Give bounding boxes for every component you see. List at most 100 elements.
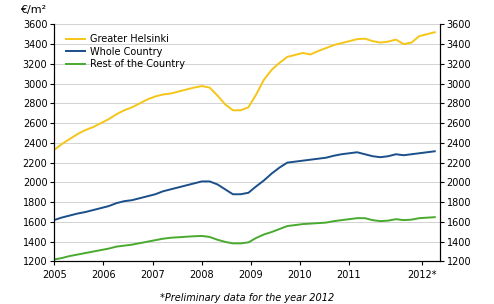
Whole Country [121, 199, 127, 203]
Rest of the Country [82, 251, 88, 255]
Whole Country [160, 189, 166, 193]
Rest of the Country [277, 227, 283, 231]
Rest of the Country [323, 221, 329, 224]
Whole Country [206, 180, 212, 183]
Greater Helsinki [145, 98, 151, 101]
Greater Helsinki [370, 39, 375, 43]
Rest of the Country [206, 235, 212, 239]
Rest of the Country [51, 257, 57, 261]
Greater Helsinki [362, 37, 368, 40]
Whole Country [67, 214, 73, 217]
Rest of the Country [246, 240, 251, 244]
Whole Country [253, 185, 259, 188]
Whole Country [82, 210, 88, 214]
Greater Helsinki [160, 93, 166, 96]
Greater Helsinki [338, 41, 344, 45]
Whole Country [416, 151, 422, 155]
Rest of the Country [59, 256, 65, 260]
Rest of the Country [214, 238, 220, 241]
Greater Helsinki [424, 32, 430, 36]
Whole Country [323, 156, 329, 160]
Greater Helsinki [246, 105, 251, 109]
Greater Helsinki [121, 109, 127, 112]
Greater Helsinki [206, 86, 212, 89]
Whole Country [331, 154, 337, 157]
Greater Helsinki [346, 39, 352, 43]
Whole Country [191, 181, 197, 185]
Whole Country [300, 159, 306, 162]
Whole Country [175, 185, 181, 189]
Rest of the Country [416, 216, 422, 220]
Rest of the Country [269, 230, 275, 234]
Whole Country [269, 172, 275, 175]
Whole Country [377, 155, 383, 159]
Greater Helsinki [214, 94, 220, 97]
Greater Helsinki [238, 109, 244, 112]
Whole Country [362, 152, 368, 156]
Greater Helsinki [308, 53, 314, 56]
Greater Helsinki [230, 109, 236, 112]
Rest of the Country [424, 216, 430, 219]
Greater Helsinki [277, 61, 283, 65]
Rest of the Country [354, 216, 360, 220]
Line: Rest of the Country: Rest of the Country [54, 217, 435, 259]
Rest of the Country [253, 236, 259, 240]
Greater Helsinki [284, 55, 290, 59]
Greater Helsinki [269, 68, 275, 71]
Whole Country [51, 218, 57, 222]
Line: Whole Country: Whole Country [54, 151, 435, 220]
Rest of the Country [152, 238, 158, 242]
Greater Helsinki [191, 86, 197, 89]
Whole Country [354, 150, 360, 154]
Rest of the Country [106, 247, 112, 250]
Whole Country [315, 157, 321, 161]
Rest of the Country [393, 217, 399, 221]
Greater Helsinki [82, 128, 88, 132]
Whole Country [308, 158, 314, 161]
Whole Country [214, 182, 220, 186]
Rest of the Country [114, 245, 120, 248]
Greater Helsinki [292, 53, 298, 57]
Rest of the Country [401, 218, 407, 222]
Whole Country [222, 188, 228, 191]
Rest of the Country [67, 254, 73, 258]
Rest of the Country [284, 224, 290, 228]
Rest of the Country [346, 217, 352, 221]
Rest of the Country [308, 222, 314, 226]
Whole Country [98, 206, 104, 210]
Whole Country [75, 212, 81, 215]
Greater Helsinki [416, 34, 422, 38]
Whole Country [137, 196, 143, 200]
Rest of the Country [338, 218, 344, 222]
Greater Helsinki [152, 95, 158, 98]
Greater Helsinki [67, 137, 73, 141]
Greater Helsinki [90, 125, 96, 129]
Greater Helsinki [183, 88, 189, 91]
Whole Country [106, 204, 112, 208]
Greater Helsinki [323, 46, 329, 50]
Rest of the Country [432, 215, 438, 219]
Rest of the Country [300, 222, 306, 226]
Text: €/m²: €/m² [20, 5, 46, 15]
Whole Country [238, 192, 244, 196]
Whole Country [114, 201, 120, 205]
Whole Country [346, 151, 352, 155]
Greater Helsinki [377, 41, 383, 44]
Greater Helsinki [315, 49, 321, 53]
Rest of the Country [191, 234, 197, 238]
Greater Helsinki [393, 38, 399, 41]
Whole Country [424, 150, 430, 154]
Rest of the Country [129, 243, 135, 247]
Greater Helsinki [51, 148, 57, 152]
Whole Country [432, 150, 438, 153]
Rest of the Country [261, 233, 267, 236]
Whole Country [90, 208, 96, 212]
Greater Helsinki [401, 42, 407, 46]
Legend: Greater Helsinki, Whole Country, Rest of the Country: Greater Helsinki, Whole Country, Rest of… [63, 32, 188, 72]
Line: Greater Helsinki: Greater Helsinki [54, 32, 435, 150]
Rest of the Country [362, 216, 368, 220]
Whole Country [261, 178, 267, 182]
Whole Country [393, 152, 399, 156]
Whole Country [59, 216, 65, 219]
Whole Country [277, 166, 283, 169]
